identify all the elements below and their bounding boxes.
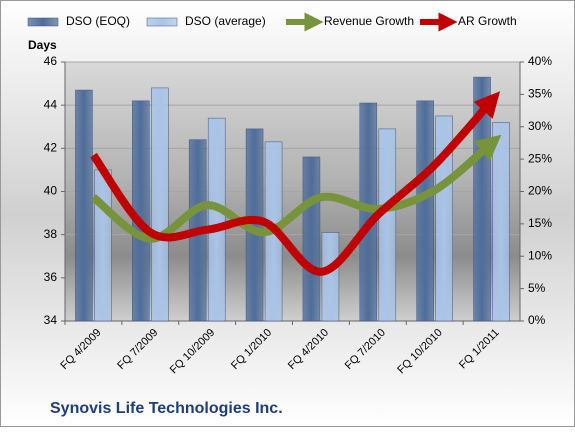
bar — [435, 115, 453, 322]
bar — [302, 156, 321, 322]
legend-label: Revenue Growth — [324, 14, 414, 28]
y-tick-label: 38 — [44, 227, 58, 241]
bar — [151, 87, 169, 322]
y2-tick-label: 35% — [528, 87, 552, 101]
y-tick-label: 46 — [44, 54, 58, 68]
chart-title: Synovis Life Technologies Inc. — [50, 400, 283, 417]
legend-swatch — [146, 17, 178, 27]
y2-tick-label: 5% — [528, 281, 546, 295]
line — [90, 91, 501, 276]
y-tick-label: 34 — [44, 313, 58, 327]
bar — [321, 232, 340, 322]
bar — [75, 89, 93, 322]
bar — [378, 128, 397, 322]
bar — [416, 100, 434, 322]
y2-tick-label: 30% — [528, 119, 552, 133]
legend-swatch — [27, 17, 59, 27]
bar — [207, 117, 226, 322]
y2-tick-label: 15% — [528, 216, 552, 230]
legend-label: DSO (EOQ) — [66, 14, 130, 28]
y2-tick-label: 10% — [528, 248, 552, 262]
bar — [492, 122, 510, 322]
y-tick-label: 40 — [44, 184, 58, 198]
bar — [94, 169, 112, 322]
y-axis-label: Days — [28, 38, 57, 52]
y2-tick-label: 0% — [528, 313, 546, 327]
y2-tick-label: 25% — [528, 151, 552, 165]
legend-label: AR Growth — [458, 14, 517, 28]
y2-tick-label: 20% — [528, 184, 552, 198]
y2-tick-label: 40% — [528, 54, 552, 68]
y-tick-label: 44 — [44, 97, 58, 111]
legend-label: DSO (average) — [185, 14, 266, 28]
y-tick-label: 42 — [44, 141, 58, 155]
y-tick-label: 36 — [44, 270, 58, 284]
